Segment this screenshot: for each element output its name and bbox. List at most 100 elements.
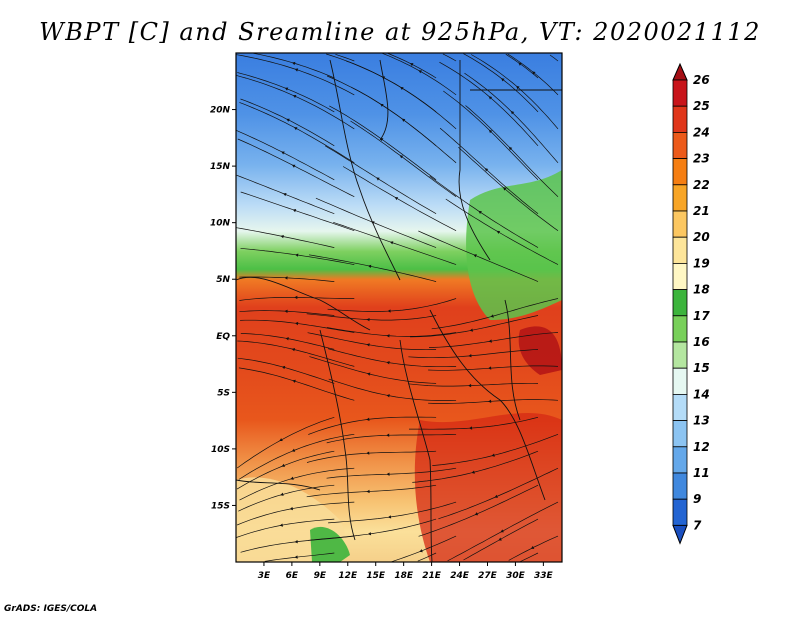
streamline [464, 72, 559, 164]
streamline-arrow [367, 264, 372, 269]
streamline [342, 166, 457, 232]
colorbar-segment [672, 498, 688, 526]
colorbar-bottom-arrow [672, 524, 688, 545]
streamline [431, 298, 559, 330]
streamline [264, 552, 335, 562]
streamline [308, 416, 437, 435]
chart-title: WBPT [C] and Sreamline at 925hPa, VT: 20… [39, 18, 761, 46]
streamline-arrow [284, 309, 288, 313]
streamline [307, 332, 437, 351]
lon-tick-label: 9E [314, 571, 327, 581]
streamline [410, 315, 539, 338]
streamline [236, 416, 335, 469]
streamline [428, 365, 559, 371]
streamline [326, 327, 457, 337]
streamline-arrow [294, 68, 299, 72]
streamline-arrow [490, 314, 494, 318]
streamline-arrow [494, 494, 498, 498]
lon-tick-label: 33E [534, 571, 554, 581]
streamline [428, 399, 559, 404]
streamline-arrow [386, 394, 390, 398]
colorbar-label: 19 [693, 256, 710, 270]
lon-tick-label: 6E [286, 571, 299, 581]
streamline [309, 356, 437, 384]
lat-tick-label: 10N [210, 219, 231, 229]
streamline-arrow [478, 210, 482, 215]
streamline [409, 416, 539, 430]
streamline [408, 349, 539, 359]
streamline [443, 90, 539, 181]
plot-area [236, 53, 562, 562]
streamline [306, 450, 437, 463]
colorbar-segment [672, 131, 688, 159]
streamline-arrow [484, 168, 489, 172]
colorbar-label: 24 [693, 125, 710, 139]
lat-tick-label: 5N [216, 275, 230, 285]
streamline-arrow [501, 78, 505, 82]
streamline [438, 467, 559, 520]
streamline [326, 433, 457, 444]
streamline-arrow [294, 540, 298, 544]
streamline-arrow [281, 463, 285, 467]
streamline-arrow [281, 151, 285, 155]
streamline [327, 298, 457, 312]
streamline-arrow [387, 309, 391, 313]
lon-tick-label: 24E [450, 571, 470, 581]
streamline [465, 105, 559, 197]
streamline-arrow [418, 70, 422, 74]
streamline-arrow [419, 549, 423, 553]
colorbar-segment [672, 79, 688, 107]
streamline-arrow [286, 118, 290, 122]
streamline-arrow [292, 94, 297, 99]
streamline-arrow [366, 451, 370, 455]
streamline-arrow [285, 337, 289, 341]
streamline [458, 147, 559, 231]
colorbar-label: 16 [693, 335, 710, 349]
streamline-arrow [488, 129, 493, 134]
streamline [325, 145, 437, 215]
streamline-arrow [291, 448, 296, 452]
streamline [418, 230, 539, 282]
streamline-arrow [284, 276, 288, 280]
colorbar-label: 18 [693, 283, 710, 297]
streamline-arrow [291, 348, 296, 352]
streamline [335, 53, 355, 62]
streamline-arrow [280, 492, 284, 496]
streamline [418, 484, 539, 537]
streamline-arrow [488, 339, 492, 343]
colorbar-segment [672, 446, 688, 474]
lon-tick-label: 27E [478, 571, 498, 581]
colorbar-label: 23 [693, 152, 710, 166]
streamline [328, 501, 457, 524]
streamline-arrow [491, 453, 495, 457]
streamline [329, 105, 437, 181]
streamline-arrow [280, 234, 284, 239]
streamline-arrow [399, 155, 404, 159]
streamline [439, 127, 539, 214]
lon-tick-label: 18E [394, 571, 414, 581]
colorbar-segment [672, 420, 688, 448]
colorbar-segment [672, 262, 688, 290]
streamline-arrow [279, 523, 283, 527]
colorbar-label: 14 [693, 387, 710, 401]
streamline-arrow [469, 328, 474, 332]
colorbar-segment [672, 393, 688, 421]
country-borders [236, 59, 562, 562]
streamline-arrow [473, 254, 477, 258]
streamline-arrow [386, 334, 390, 338]
warm-zone-southeast [414, 412, 562, 562]
streamline [237, 138, 355, 198]
streamline-arrow [292, 379, 296, 383]
streamline [306, 313, 437, 321]
lon-tick-label: 21E [422, 571, 442, 581]
streamline-arrow [284, 87, 289, 91]
colorbar-label: 7 [693, 518, 702, 532]
streamline [236, 129, 335, 181]
streamline-arrow [292, 209, 297, 213]
lon-tick-label: 30E [506, 571, 526, 581]
colorbar-label: 21 [693, 204, 710, 218]
streamline [442, 53, 457, 62]
streamline-arrow [281, 365, 286, 370]
streamline-arrow [289, 506, 294, 511]
streamline-arrow [510, 111, 515, 115]
